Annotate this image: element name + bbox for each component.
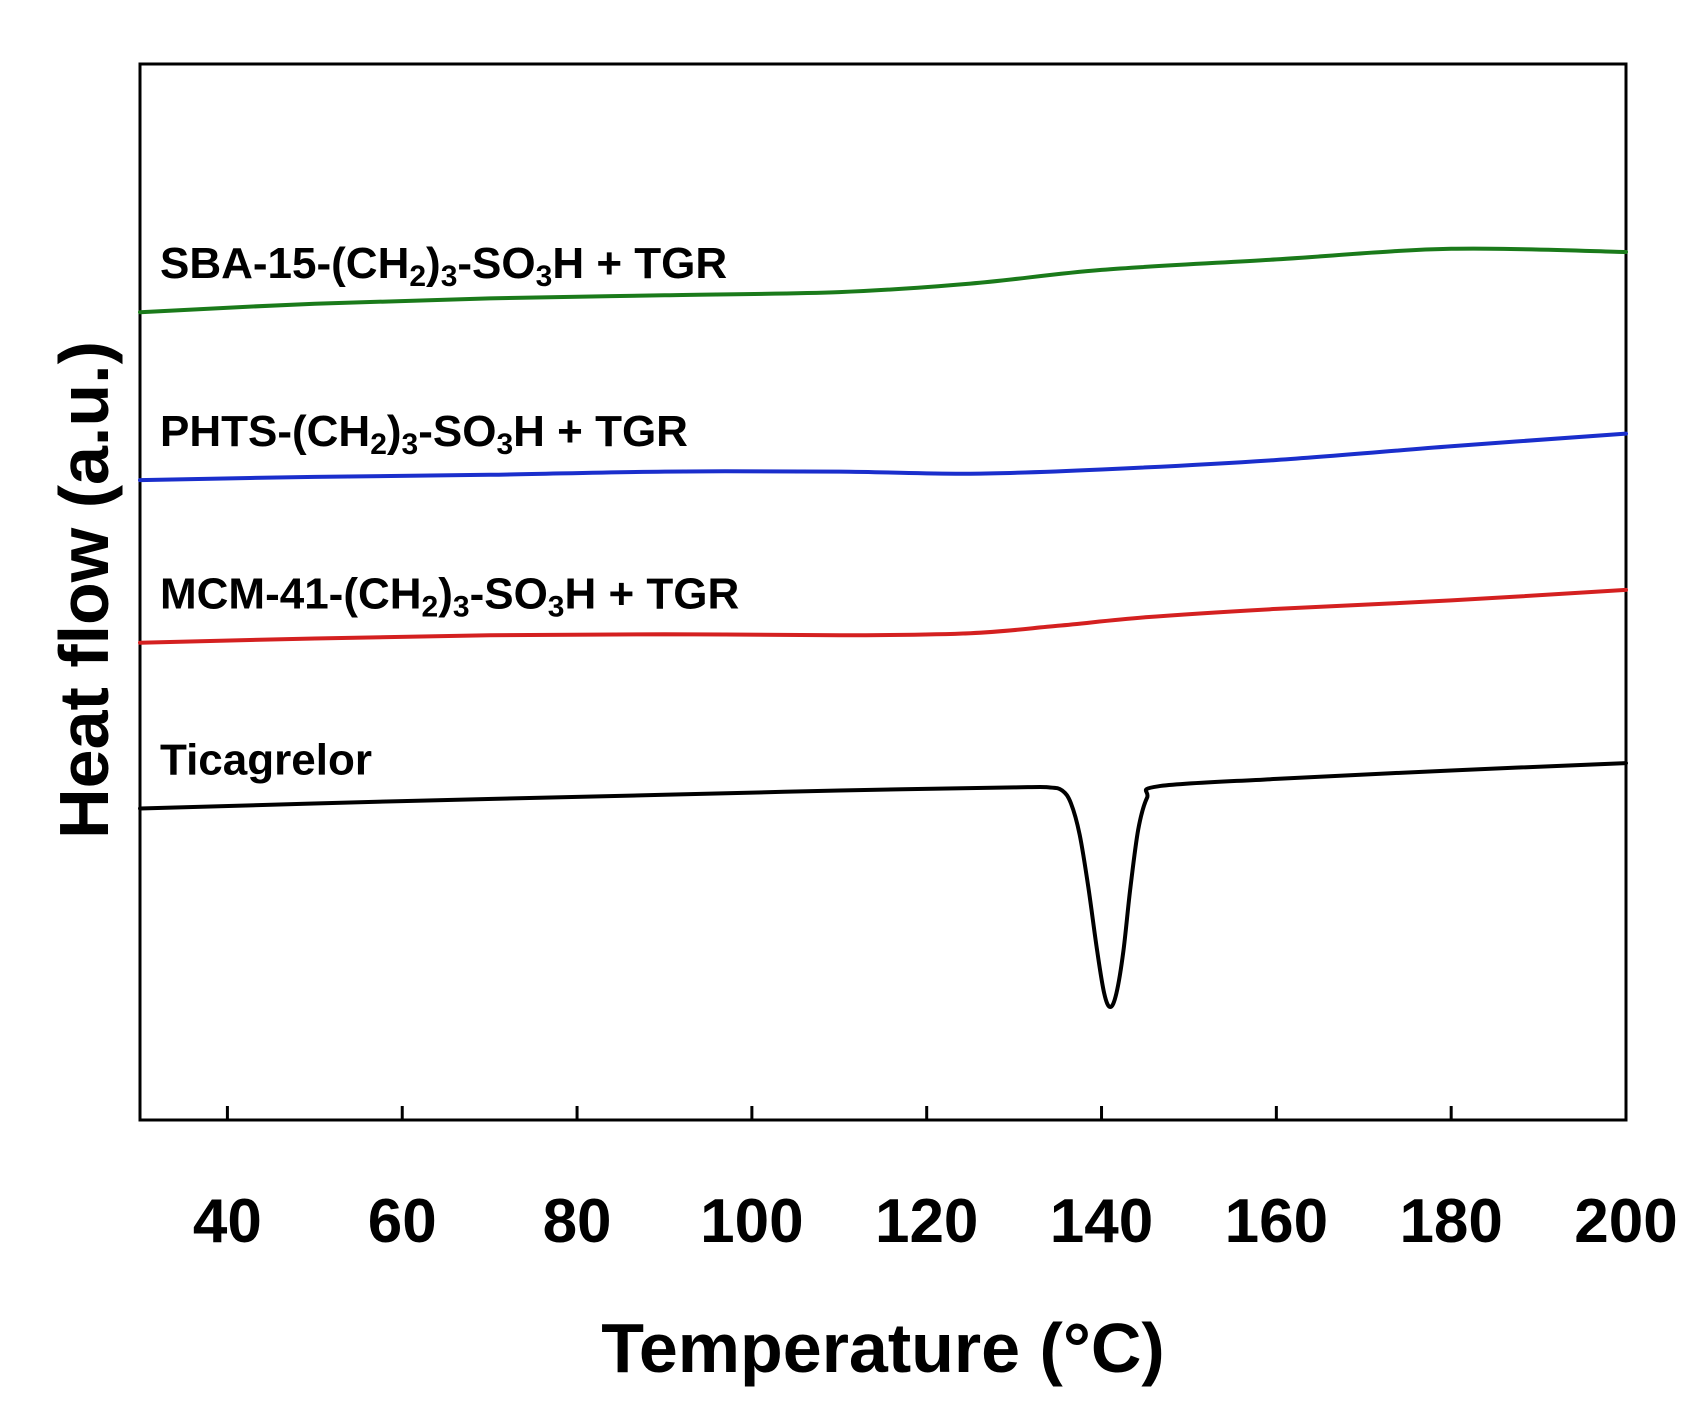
series-label-part: 2 [409,260,426,293]
series-label-2: MCM-41-(CH2)3-SO3H + TGR [160,570,739,624]
series-label-part: H + TGR [564,570,739,619]
series-line-0 [138,246,1628,315]
series-label-part: PHTS-(CH [160,407,370,456]
series-label-0: SBA-15-(CH2)3-SO3H + TGR [160,239,727,293]
series-label-part: -SO [457,239,535,288]
series-label-3: Ticagrelor [160,735,372,784]
series-label-part: 3 [496,428,513,461]
x-tick-label: 140 [1050,1187,1153,1256]
x-tick-label: 200 [1574,1187,1677,1256]
series-label-1: PHTS-(CH2)3-SO3H + TGR [160,407,688,461]
series-label-part: 3 [548,590,565,623]
series-label-part: ) [438,570,453,619]
series-label-part: ) [426,239,441,288]
x-tick-label: 180 [1399,1187,1502,1256]
x-axis-ticks: 40 60 80 100 120 140 160 180 200 [193,1106,1678,1256]
x-tick-label: 160 [1225,1187,1328,1256]
y-axis-title: Heat flow (a.u.) [45,341,123,839]
x-tick-label: 80 [543,1187,612,1256]
series-label-part: 3 [453,590,470,623]
series-label-part: -SO [470,570,548,619]
series-label-part: 3 [441,260,458,293]
series-line-3 [138,761,1628,1009]
x-tick-label: 40 [193,1187,262,1256]
x-tick-label: 120 [875,1187,978,1256]
x-axis-title: Temperature (°C) [601,1309,1164,1387]
x-tick-label: 100 [700,1187,803,1256]
series-label-part: Ticagrelor [160,735,372,784]
series-label-part: 2 [370,428,387,461]
series-label-part: -SO [418,407,496,456]
series-label-part: ) [387,407,402,456]
series-line-2 [138,587,1628,645]
series-label-part: 2 [422,590,439,623]
series-lines [138,246,1628,1009]
series-label-part: 3 [402,428,419,461]
series-label-part: SBA-15-(CH [160,239,409,288]
series-line-1 [138,431,1628,483]
series-label-part: 3 [536,260,553,293]
plot-frame [138,62,1628,1122]
series-labels: SBA-15-(CH2)3-SO3H + TGRPHTS-(CH2)3-SO3H… [160,239,739,784]
series-label-part: MCM-41-(CH [160,570,422,619]
series-label-part: H + TGR [513,407,688,456]
x-tick-label: 60 [368,1187,437,1256]
series-label-part: H + TGR [552,239,727,288]
